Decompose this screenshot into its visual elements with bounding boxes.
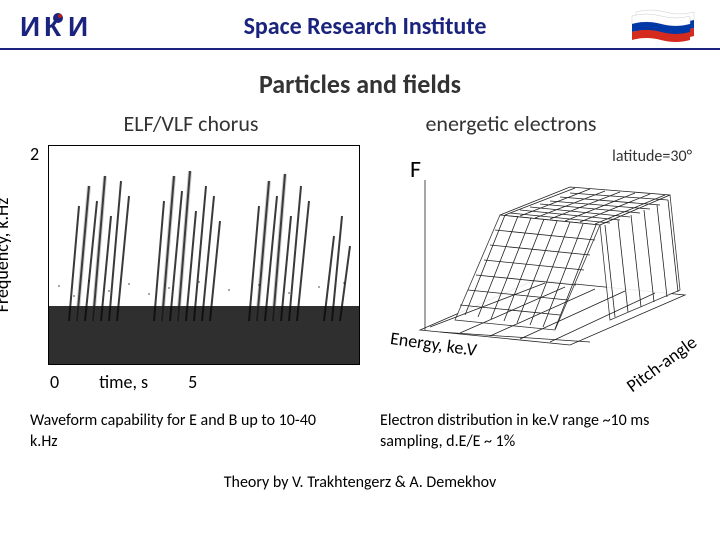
right-caption: Electron distribution in ke.V range ~10 … [380,411,690,453]
x-tick-min: 0 [50,371,59,393]
left-subtitle: ELF/VLF chorus [123,110,258,137]
x-axis-label: time, s [99,371,148,393]
x-tick-max: 5 [188,371,197,393]
iki-logo: И К И [20,10,100,42]
svg-text:И: И [68,11,88,42]
flag-icon [630,8,700,44]
svg-text:И: И [20,11,40,42]
spectrogram-area [48,145,360,365]
latitude-label: latitude=30° [612,147,692,166]
f-axis-label: F [410,155,421,184]
left-caption: Waveform capability for E and B up to 10… [30,411,340,453]
right-subtitle: energetic electrons [425,110,596,137]
distribution-plot: latitude=30° F [370,145,700,365]
plots-row: Frequency, k.Hz 2 [0,145,720,365]
section-title: Particles and fields [0,68,720,100]
x-axis-row: 0 time, s 5 [0,371,720,393]
spectrogram-plot: Frequency, k.Hz 2 [10,145,360,365]
captions-row: Waveform capability for E and B up to 10… [0,393,720,453]
y-tick-max: 2 [30,143,39,165]
header: И К И Space Research Institute [0,0,720,50]
header-title: Space Research Institute [244,12,487,41]
theory-credit: Theory by V. Trakhtengerz & A. Demekhov [0,473,720,492]
subtitles-row: ELF/VLF chorus energetic electrons [0,110,720,137]
y-axis-label: Frequency, k.Hz [0,198,13,313]
